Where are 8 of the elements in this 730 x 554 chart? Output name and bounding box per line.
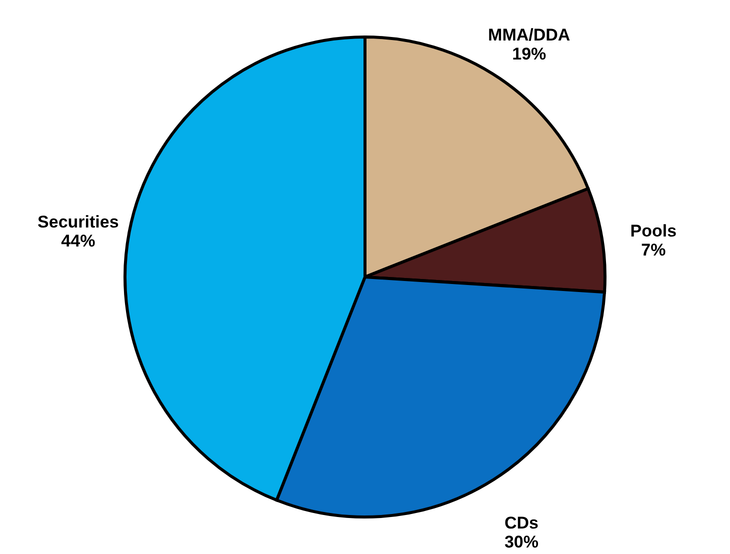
data-label: 30% <box>504 532 538 552</box>
data-label: 19% <box>512 44 546 64</box>
data-label: 44% <box>61 231 96 250</box>
slice-label: MMA/DDA <box>488 25 570 44</box>
slice-label: Securities <box>38 212 119 232</box>
slice-label: CDs <box>504 514 538 533</box>
data-label: 7% <box>641 240 666 260</box>
slice-label: Pools <box>630 221 677 240</box>
